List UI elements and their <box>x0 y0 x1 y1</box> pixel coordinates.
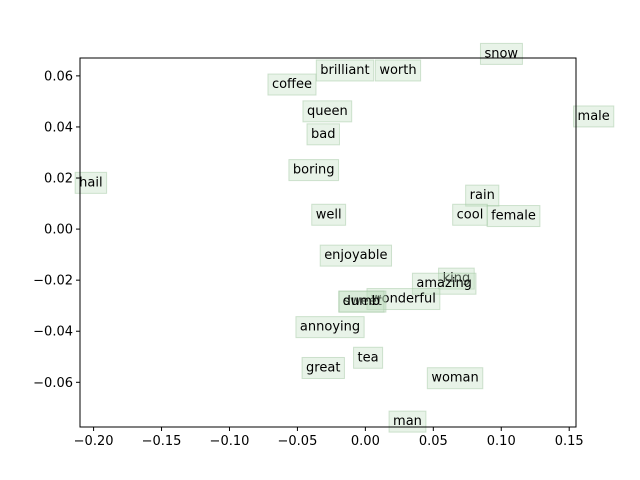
point-label-wonderful: wonderful <box>366 288 441 311</box>
x-tick-label: 0.05 <box>419 434 448 449</box>
point-box <box>452 203 488 226</box>
point-box <box>353 346 384 369</box>
y-tick-label: −0.02 <box>33 274 73 289</box>
point-label-annoying: annoying <box>295 316 365 339</box>
point-box <box>411 272 477 295</box>
point-box <box>302 100 353 123</box>
point-box <box>465 184 500 207</box>
x-tick-label: −0.15 <box>142 434 182 449</box>
point-box <box>301 356 345 379</box>
y-tick-label: −0.06 <box>33 376 73 391</box>
point-label-tea: tea <box>353 346 384 369</box>
point-box <box>319 244 393 267</box>
x-tick-label: −0.05 <box>278 434 318 449</box>
point-text: great <box>306 360 340 375</box>
point-label-sweet: sweet <box>338 290 387 313</box>
point-text: male <box>578 109 610 124</box>
plot-frame <box>79 57 577 428</box>
point-box <box>374 59 422 82</box>
x-tick-label: 0.15 <box>555 434 584 449</box>
x-axis: −0.20 −0.15 −0.10 −0.05 0.00 0.05 0.10 0.15 <box>74 427 584 449</box>
point-text: bad <box>311 127 335 142</box>
point-label-snow: snow <box>479 42 523 65</box>
point-label-great: great <box>301 356 345 379</box>
point-label-king: king <box>438 267 475 290</box>
point-label-cool: cool <box>452 203 488 226</box>
point-box <box>267 73 317 96</box>
y-tick-label: 0.00 <box>44 223 73 238</box>
point-box <box>438 267 475 290</box>
point-box <box>288 159 340 182</box>
point-text: hail <box>79 175 102 190</box>
point-text: king <box>443 271 471 286</box>
point-label-coffee: coffee <box>267 73 317 96</box>
point-text: cool <box>457 207 484 222</box>
point-box <box>295 316 365 339</box>
point-text: tea <box>358 350 379 365</box>
point-text: woman <box>431 371 478 386</box>
y-tick-label: −0.04 <box>33 325 73 340</box>
point-text: annoying <box>300 320 360 335</box>
point-box <box>486 205 541 228</box>
point-text: coffee <box>272 77 312 92</box>
point-label-brilliant: brilliant <box>315 59 375 82</box>
point-label-man: man <box>388 410 427 433</box>
point-text: sweet <box>343 294 382 309</box>
point-box <box>315 59 375 82</box>
y-tick-label: 0.06 <box>44 69 73 84</box>
x-tick-label: −0.20 <box>74 434 114 449</box>
x-tick-label: 0.00 <box>351 434 380 449</box>
point-box <box>306 123 340 146</box>
point-label-female: female <box>486 205 541 228</box>
point-label-amazing: amazing <box>411 272 477 295</box>
point-text: queen <box>307 104 348 119</box>
point-text: wonderful <box>371 292 436 307</box>
point-text: boring <box>293 163 335 178</box>
point-text: dumb <box>343 294 380 309</box>
point-label-rain: rain <box>465 184 500 207</box>
point-label-boring: boring <box>288 159 340 182</box>
point-label-dumb: dumb <box>338 290 385 313</box>
point-box <box>338 290 385 313</box>
point-text: female <box>491 209 536 224</box>
point-label-woman: woman <box>426 367 484 390</box>
point-text: brilliant <box>320 63 369 78</box>
point-label-well: well <box>311 203 347 226</box>
point-box <box>479 42 523 65</box>
x-tick-label: −0.10 <box>210 434 250 449</box>
point-box <box>366 288 441 311</box>
y-tick-label: 0.02 <box>44 172 73 187</box>
point-text: snow <box>484 46 518 61</box>
x-tick-label: 0.10 <box>487 434 516 449</box>
point-label-hail: hail <box>74 171 108 194</box>
point-text: worth <box>379 63 416 78</box>
point-label-enjoyable: enjoyable <box>319 244 393 267</box>
point-label-bad: bad <box>306 123 340 146</box>
y-axis: −0.06 −0.04 −0.02 0.00 0.02 0.04 0.06 <box>33 69 80 391</box>
point-text: rain <box>470 188 495 203</box>
point-box <box>311 203 347 226</box>
point-text: amazing <box>416 276 472 291</box>
point-label-worth: worth <box>374 59 422 82</box>
point-label-queen: queen <box>302 100 353 123</box>
point-box <box>426 367 484 390</box>
y-tick-label: 0.04 <box>44 120 73 135</box>
point-box <box>573 105 615 128</box>
point-text: man <box>393 414 422 429</box>
point-text: enjoyable <box>324 248 387 263</box>
point-labels: snow brilliant worth coffee male queen bad bori… <box>74 42 615 433</box>
point-box <box>74 171 108 194</box>
point-text: well <box>316 207 342 222</box>
point-box <box>338 290 387 313</box>
point-label-male: male <box>573 105 615 128</box>
